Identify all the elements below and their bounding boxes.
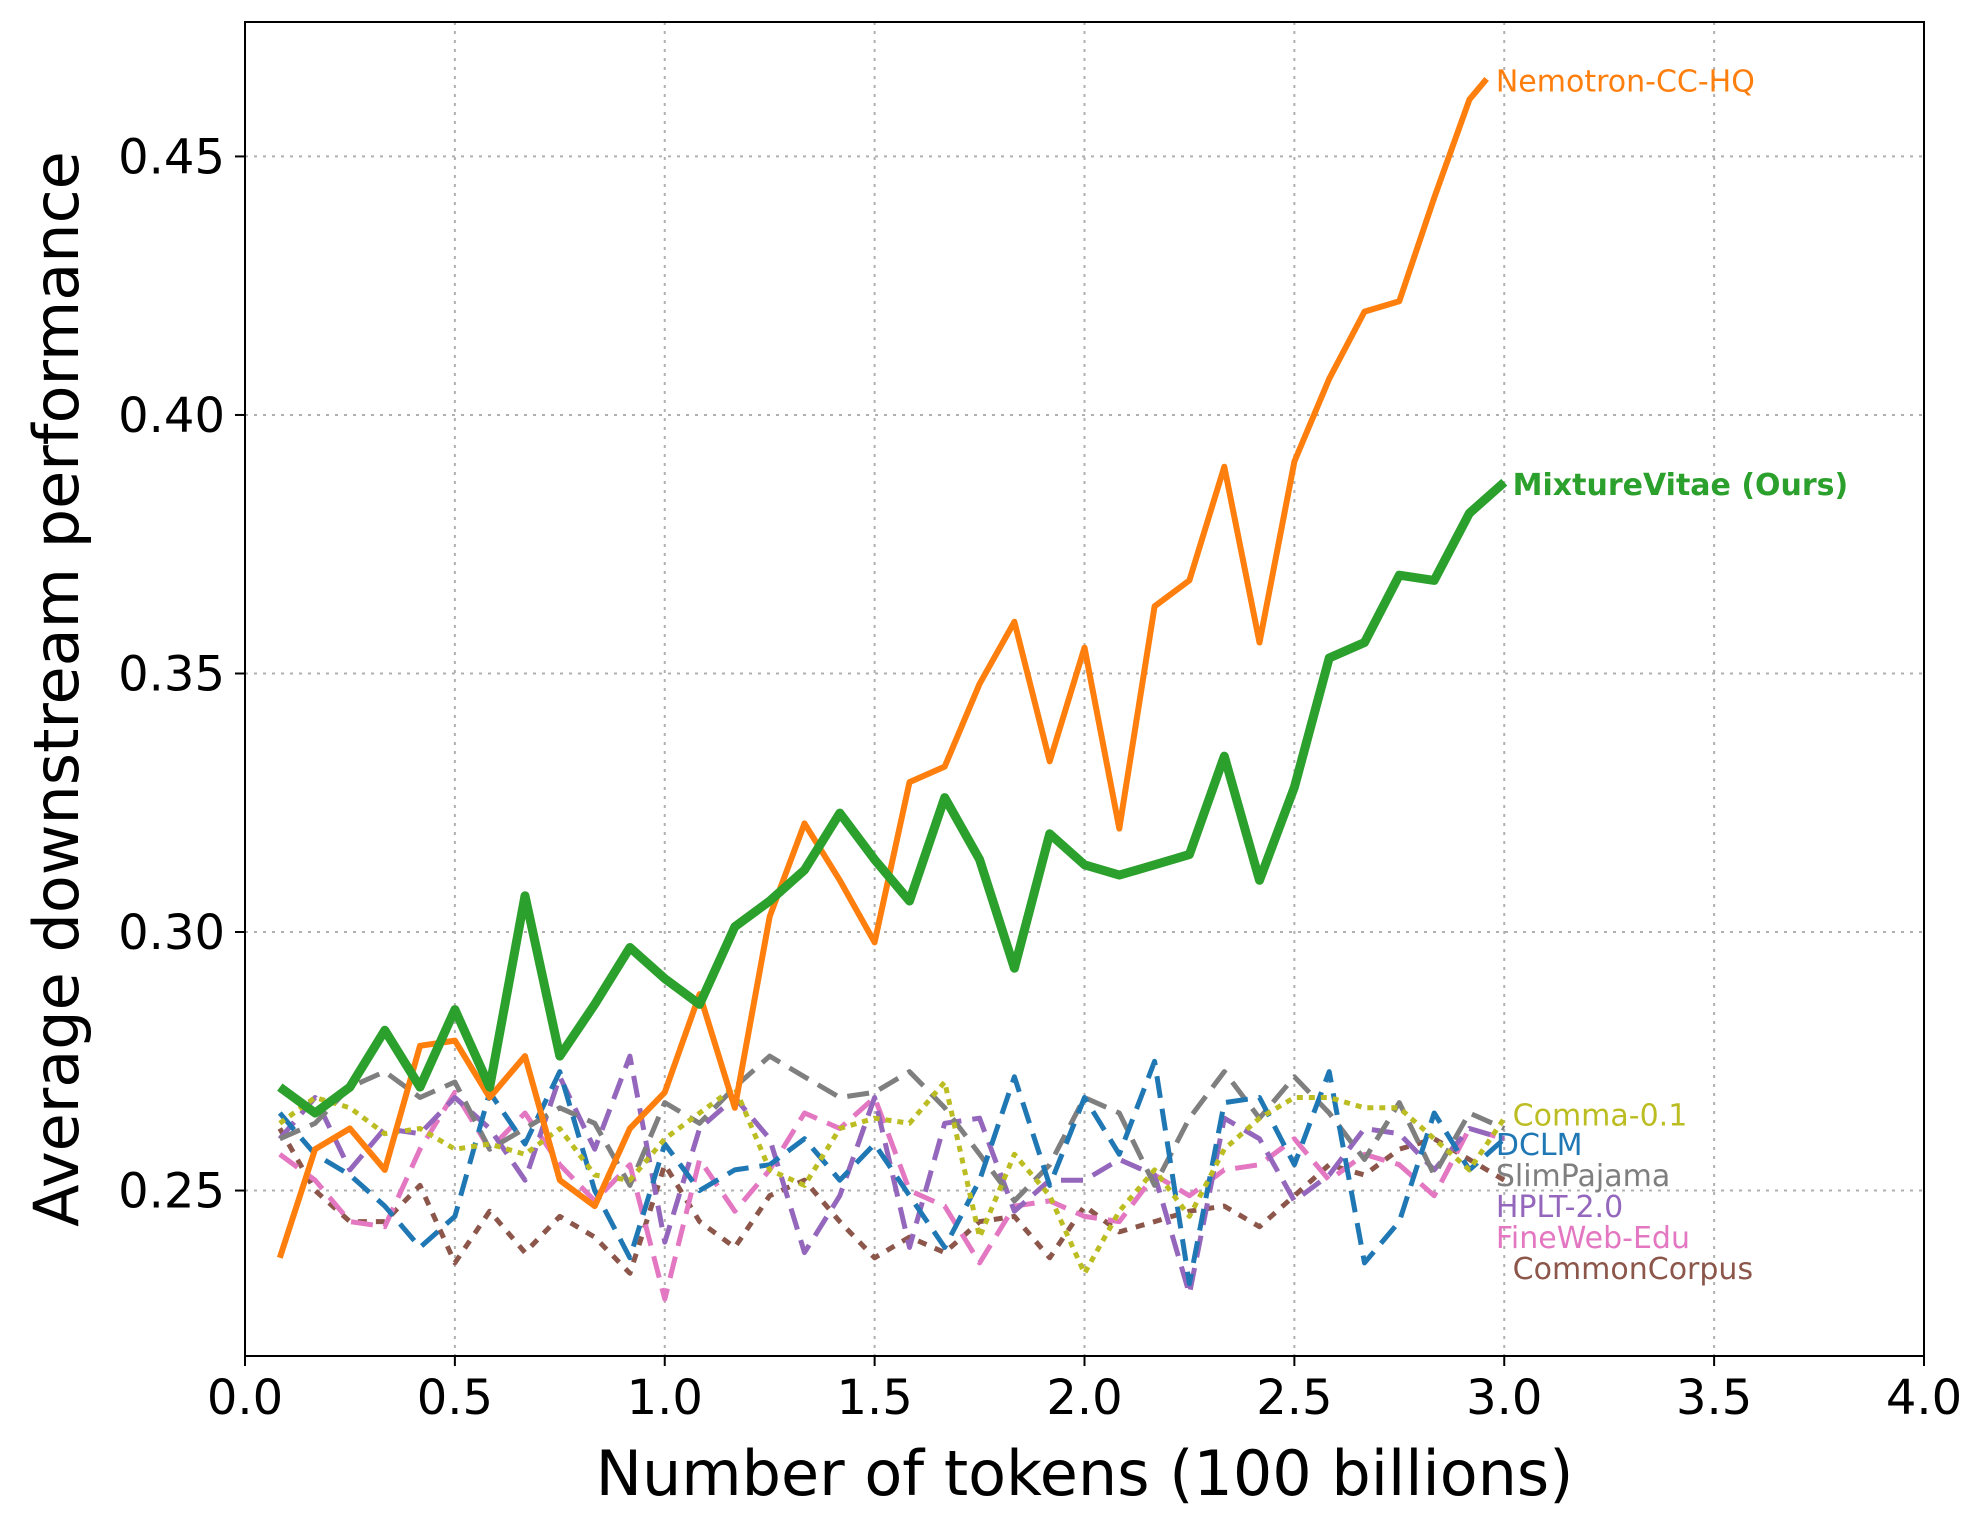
series-line-comma-0-1 [278, 1079, 1507, 1276]
series-label-nemotron-cc-hq: Nemotron-CC-HQ [1496, 64, 1755, 99]
grid-layer [244, 22, 1925, 1356]
x-tick-label: 1.0 [627, 1370, 703, 1426]
series-line-mixturevitae-ours [277, 478, 1508, 1118]
series-line-dclm [277, 1058, 1506, 1287]
x-tick-label: 0.0 [207, 1370, 283, 1426]
x-tick-label: 4.0 [1886, 1370, 1962, 1426]
x-tick-label: 2.5 [1256, 1370, 1332, 1426]
series-layer [276, 76, 1508, 1302]
series-line-fineweb-edu [278, 1089, 1506, 1302]
series-label-hplt-2-0: HPLT-2.0 [1496, 1190, 1623, 1225]
series-label-slimpajama: SlimPajama [1496, 1159, 1670, 1194]
series-label-mixturevitae-ours: MixtureVitae (Ours) [1513, 468, 1849, 503]
x-tick-label: 3.0 [1466, 1370, 1542, 1426]
series-line-commoncorpus [277, 1127, 1506, 1276]
y-tick-label: 0.25 [118, 1164, 225, 1220]
series-label-comma-0-1: Comma-0.1 [1513, 1099, 1688, 1134]
x-axis-label: Number of tokens (100 billions) [596, 1437, 1574, 1510]
series-label-fineweb-edu: FineWeb-Edu [1496, 1221, 1690, 1256]
ticks-layer: 0.0 0.5 1.0 1.5 2.0 2.5 3.0 3.5 4.0 0.25 0.30 0.35 0… [118, 129, 1962, 1426]
y-tick-label: 0.45 [118, 129, 225, 185]
y-axis-label: Average downstream performance [20, 151, 93, 1227]
series-line-slimpajama [278, 1053, 1506, 1204]
y-tick-label: 0.40 [118, 388, 225, 444]
x-tick-label: 1.5 [836, 1370, 912, 1426]
x-tick-label: 0.5 [417, 1370, 493, 1426]
series-line-hplt-2-0 [277, 1053, 1506, 1297]
x-tick-label: 3.5 [1676, 1370, 1752, 1426]
series-labels-layer: Nemotron-CC-HQ MixtureVitae (Ours) Comma-0… [1496, 64, 1848, 1287]
series-line-nemotron-cc-hq [276, 76, 1489, 1259]
series-label-dclm: DCLM [1496, 1128, 1583, 1163]
x-tick-label: 2.0 [1046, 1370, 1122, 1426]
y-tick-label: 0.35 [118, 646, 225, 702]
series-label-commoncorpus: CommonCorpus [1513, 1252, 1753, 1287]
y-tick-label: 0.30 [118, 905, 225, 961]
